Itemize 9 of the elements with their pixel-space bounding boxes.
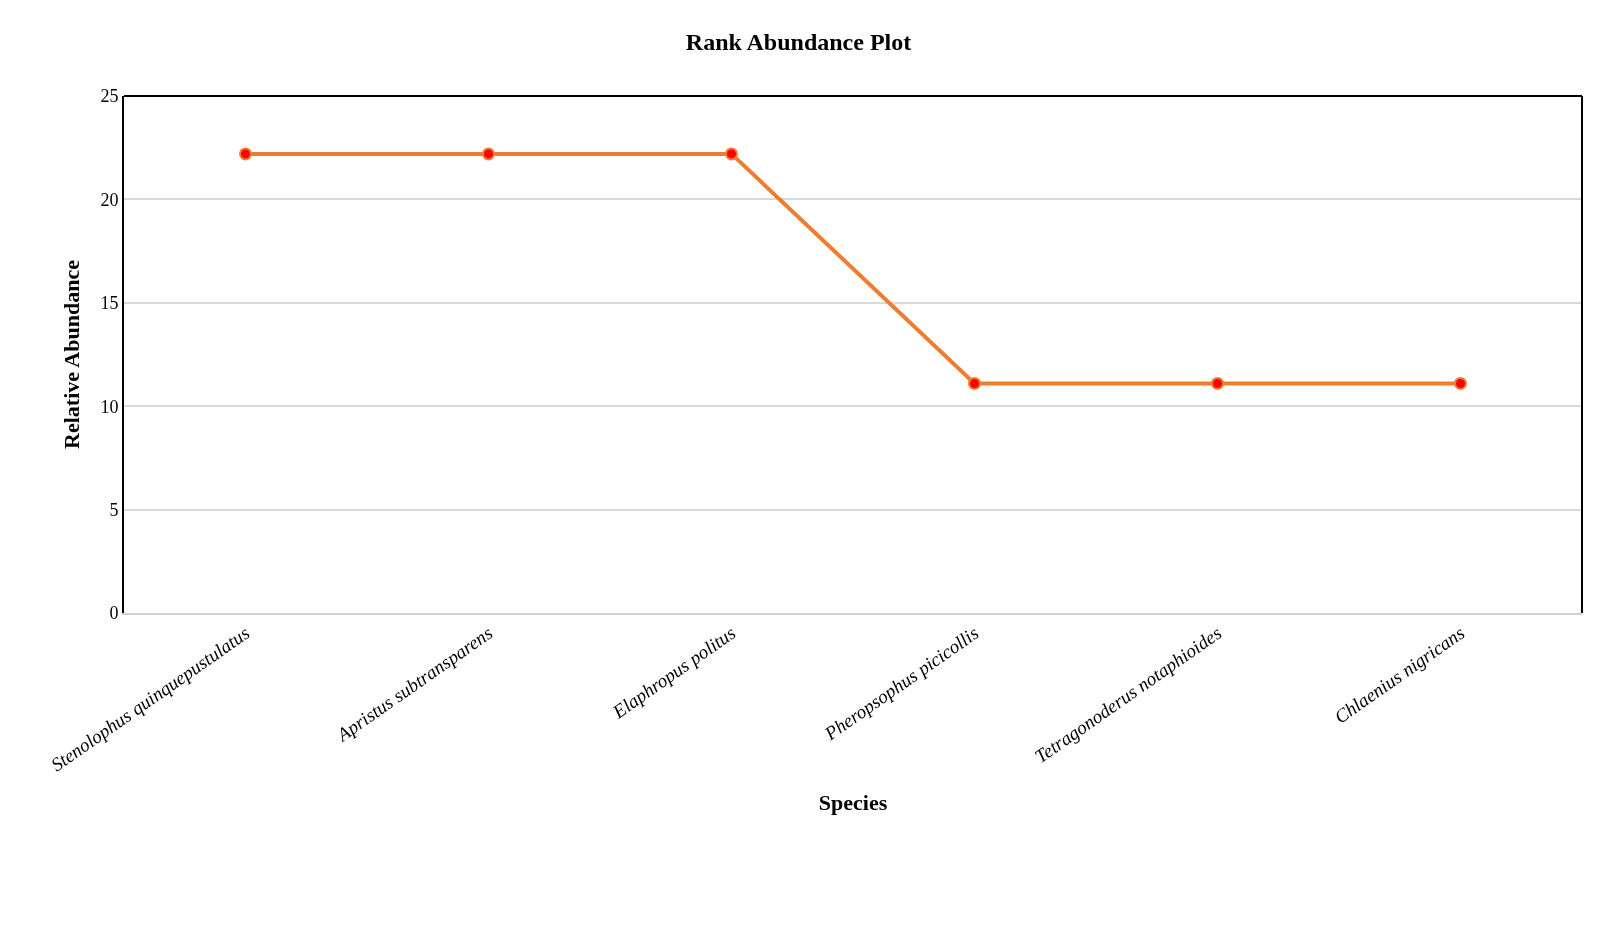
y-axis-title: Relative Abundance — [58, 259, 84, 449]
y-tick-label: 15 — [100, 293, 119, 314]
y-tick-label: 10 — [100, 396, 119, 417]
y-tick-label: 25 — [100, 86, 119, 107]
chart-title: Rank Abundance Plot — [685, 29, 912, 56]
y-tick-label: 5 — [109, 499, 119, 520]
y-tick-label: 0 — [109, 603, 119, 624]
x-axis-title: Species — [818, 789, 888, 815]
y-tick-label: 20 — [100, 189, 119, 210]
